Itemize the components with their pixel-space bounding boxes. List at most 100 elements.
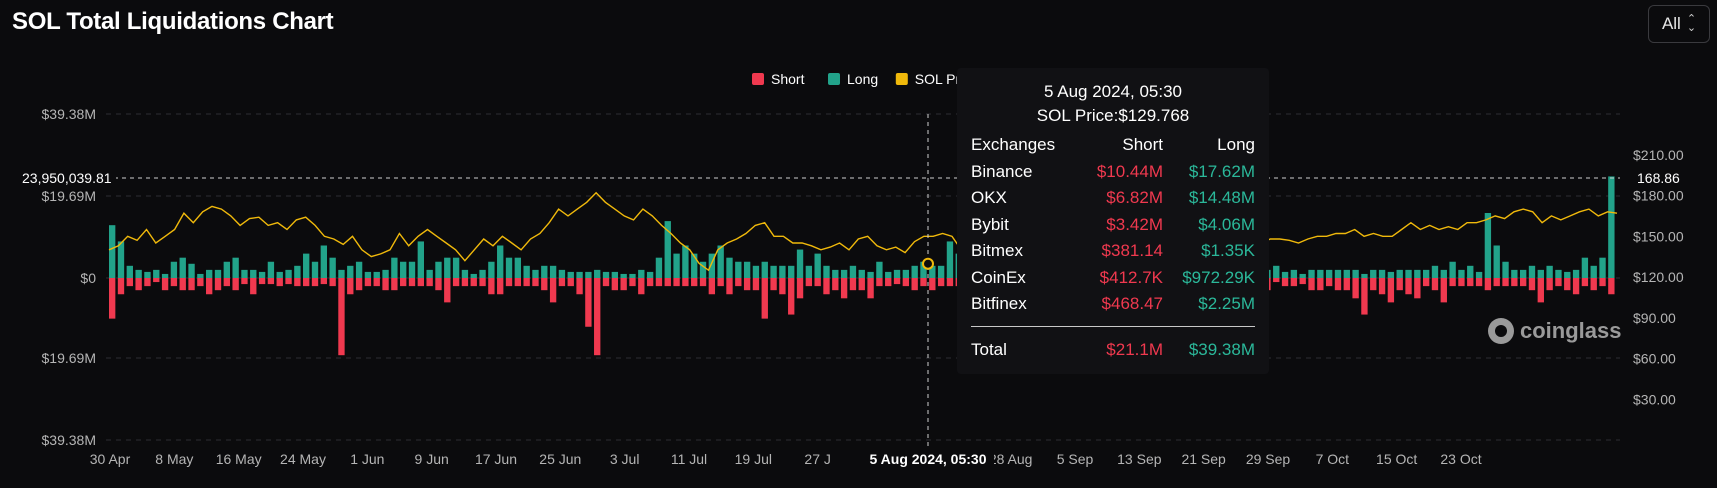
long-bar xyxy=(514,257,522,278)
short-bar xyxy=(567,278,574,287)
short-bar xyxy=(1484,278,1492,291)
tooltip-short: $412.7K xyxy=(1099,267,1163,287)
watermark-text: coinglass xyxy=(1520,318,1622,343)
x-tick-label: 28 Aug xyxy=(989,451,1033,467)
short-bar xyxy=(594,278,601,356)
long-bar xyxy=(849,265,857,278)
short-bar xyxy=(673,278,680,287)
range-select[interactable]: All ⌃ ⌄ xyxy=(1648,5,1710,43)
short-bar xyxy=(655,278,663,287)
long-bar xyxy=(1537,269,1544,278)
tooltip-exchange: Bitfinex xyxy=(971,294,1027,314)
tooltip-short: $468.47 xyxy=(1101,294,1163,314)
short-bar xyxy=(1467,278,1474,287)
short-bar xyxy=(699,278,707,287)
tooltip-row: Binance $10.44M $17.62M xyxy=(971,159,1255,186)
tooltip-price: SOL Price:$129.768 xyxy=(1036,106,1190,125)
short-bar xyxy=(400,278,407,287)
long-bar xyxy=(946,241,954,278)
long-bar xyxy=(452,257,460,278)
y-tick-label: $39.38M xyxy=(42,432,96,448)
short-bar xyxy=(214,278,222,291)
long-bar xyxy=(400,261,407,278)
short-bar xyxy=(232,278,239,291)
long-bar xyxy=(1334,269,1342,278)
short-bar xyxy=(911,278,918,291)
long-bar xyxy=(770,265,777,278)
tooltip-total-long: $39.38M xyxy=(1188,339,1255,359)
short-bar xyxy=(1273,278,1280,283)
long-bar xyxy=(1572,269,1580,278)
short-bar xyxy=(920,278,927,287)
long-bar xyxy=(214,269,222,278)
long-bar xyxy=(232,257,239,278)
short-bar xyxy=(188,278,195,291)
short-bar xyxy=(1555,278,1562,287)
long-bar xyxy=(1608,176,1615,278)
long-bar xyxy=(417,241,425,278)
long-bar xyxy=(726,257,733,278)
long-bar xyxy=(117,241,125,278)
long-bar xyxy=(796,249,804,278)
long-bar xyxy=(347,265,354,278)
short-bar xyxy=(929,278,936,291)
long-bar xyxy=(1502,261,1509,278)
tooltip-long: $17.62M xyxy=(1188,161,1255,181)
tooltip-long: $14.48M xyxy=(1188,188,1255,208)
long-bar xyxy=(682,245,689,278)
coinglass-watermark: coinglass xyxy=(1488,318,1621,344)
long-bar xyxy=(1396,269,1403,278)
short-bar xyxy=(338,278,345,356)
long-bar xyxy=(761,261,768,278)
long-bar xyxy=(1519,269,1527,278)
tooltip-date: 5 Aug 2024, 05:30 xyxy=(1043,82,1183,101)
short-bar xyxy=(1546,278,1553,291)
short-bar xyxy=(735,278,742,287)
long-bar xyxy=(805,265,813,278)
long-bar xyxy=(355,261,363,278)
coinglass-logo-icon xyxy=(1488,318,1514,344)
short-bar xyxy=(1290,278,1298,287)
short-bar xyxy=(532,278,539,287)
tooltip-row: OKX $6.82M $14.48M xyxy=(971,185,1255,212)
legend-label: Short xyxy=(771,71,805,87)
long-bar xyxy=(655,257,663,278)
short-bar xyxy=(1475,278,1483,287)
tooltip-short: $3.42M xyxy=(1106,214,1163,234)
price-tick-label: $210.00 xyxy=(1633,147,1684,163)
long-bar xyxy=(1405,269,1412,278)
chevron-updown-icon: ⌃ ⌄ xyxy=(1686,13,1697,34)
long-bar xyxy=(1467,265,1474,278)
long-bar xyxy=(320,245,327,278)
long-bar xyxy=(329,257,336,278)
long-bar xyxy=(602,271,610,278)
short-bar xyxy=(893,278,901,285)
short-bar xyxy=(426,278,433,287)
short-bar xyxy=(1502,278,1509,287)
legend-swatch xyxy=(752,73,764,85)
crosshair-price-label: 168.86 xyxy=(1637,170,1680,186)
long-bar xyxy=(699,261,707,278)
short-bar xyxy=(876,278,883,287)
long-bar xyxy=(611,271,619,278)
x-tick-label: 13 Sep xyxy=(1117,451,1162,467)
short-bar xyxy=(364,278,372,287)
crosshair-y-label-bg xyxy=(12,168,116,188)
long-bar xyxy=(1449,261,1456,278)
short-bar xyxy=(417,278,425,287)
tooltip-long: $4.06M xyxy=(1198,214,1255,234)
chart-tooltip: 5 Aug 2024, 05:30 SOL Price:$129.768 Exc… xyxy=(957,68,1269,374)
short-bar xyxy=(1387,278,1395,303)
tooltip-header-long: Long xyxy=(1217,135,1255,155)
long-bar xyxy=(1431,265,1439,278)
x-tick-label: 11 Jul xyxy=(671,451,707,467)
long-bar xyxy=(1308,269,1315,278)
long-bar xyxy=(179,257,186,278)
long-bar xyxy=(823,265,830,278)
short-bar xyxy=(558,278,566,287)
x-tick-label: 9 Jun xyxy=(415,451,449,467)
short-bar xyxy=(726,278,733,295)
price-tick-label: $120.00 xyxy=(1633,269,1684,285)
short-bar xyxy=(391,278,398,291)
